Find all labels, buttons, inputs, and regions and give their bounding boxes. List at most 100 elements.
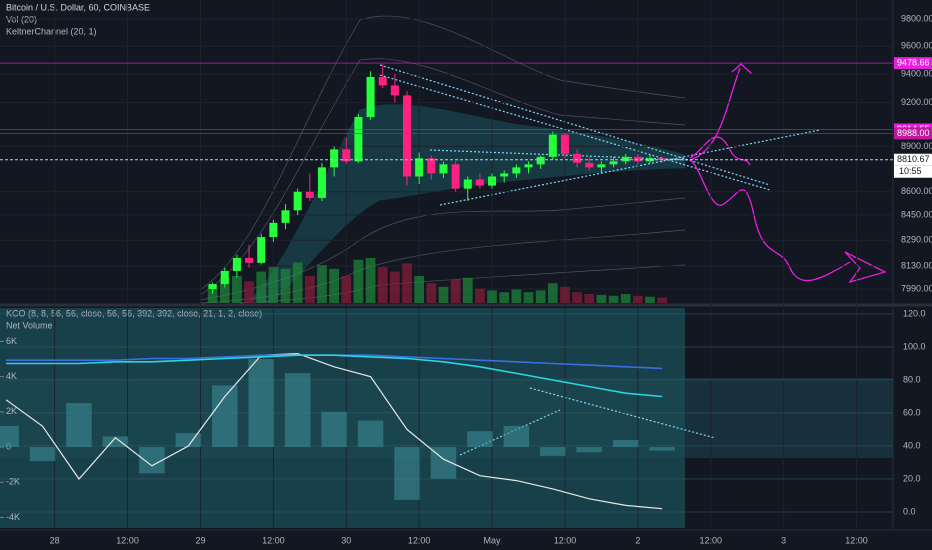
y-tick-label: 9400.00 [901, 69, 932, 79]
candle-body [524, 164, 533, 168]
volume-bar [353, 259, 364, 303]
volume-bar [317, 265, 327, 303]
candle-body [390, 85, 399, 96]
net-volume-bar [29, 447, 56, 462]
oscillator-title: KCO (8, 8, 56, 56, close, 56, 56, 392, 3… [6, 308, 262, 318]
price-label: 9478.66 [897, 57, 930, 67]
y2-tick-label: 2K [6, 406, 17, 416]
oscillator-line [5, 352, 663, 510]
candle-body [560, 134, 569, 154]
volume-bar [329, 268, 339, 303]
y-tick-label: 40.0 [903, 440, 921, 450]
volume-bar [219, 277, 230, 303]
volume-bar [596, 294, 607, 303]
y-tick-label: 8130.00 [901, 260, 932, 270]
candle-body [536, 156, 545, 165]
y-tick-label: 8290.00 [901, 235, 932, 245]
volume-bar [657, 297, 668, 303]
net-volume-bar [540, 447, 566, 456]
y2-tick-label: -2K [6, 477, 20, 487]
volume-bar [523, 292, 534, 303]
volume-bar [365, 258, 376, 303]
oscillator-subtitle: Net Volume [6, 320, 53, 330]
net-volume-bar [66, 403, 92, 448]
volume-bar [608, 295, 619, 303]
price-label: 8988.00 [897, 128, 930, 138]
net-volume-bar [612, 440, 639, 448]
candle-body [475, 179, 484, 186]
candle-body [609, 161, 618, 165]
candle-body [451, 164, 460, 189]
volume-bar [450, 279, 461, 303]
volume-bar [438, 286, 449, 303]
candle-body [621, 156, 630, 162]
volume-bar [341, 276, 352, 303]
candle-body [548, 134, 557, 157]
y-tick-label: 100.0 [903, 341, 926, 351]
indicator-label: KeltnerChannel (20, 1) [6, 26, 97, 36]
net-volume-bar [0, 425, 19, 448]
volume-bar [560, 286, 570, 303]
candle-body [220, 270, 229, 285]
candle-body [439, 164, 448, 174]
y-tick-label: 80.0 [903, 374, 921, 384]
net-volume-bar [649, 447, 675, 451]
volume-bar [280, 268, 291, 303]
volume-bar [475, 288, 485, 303]
volume-bar [511, 289, 522, 303]
volume-bar [292, 262, 303, 303]
y-tick-label: 0.0 [903, 506, 916, 516]
volume-bar [414, 276, 425, 303]
volume-bar [632, 295, 643, 303]
candle-body [658, 158, 667, 160]
price-label-box [894, 57, 932, 70]
volume-bar [256, 271, 267, 303]
candle-body [403, 95, 412, 177]
y2-tick-label: 6K [6, 336, 17, 346]
net-volume-bar [175, 432, 202, 448]
candle-body [281, 210, 290, 223]
candle-body [633, 156, 642, 162]
symbol-title: Bitcoin / U.S. Dollar, 60, COINBASE [6, 2, 150, 12]
net-volume-bar [248, 359, 274, 448]
volume-bar [645, 296, 655, 303]
y2-tick-label: -4K [6, 512, 20, 522]
candle-body [366, 76, 375, 118]
volume-bar [426, 283, 437, 303]
y-tick-label: 9200.00 [901, 97, 932, 107]
net-volume-bar [576, 447, 603, 453]
candle-body [257, 237, 266, 263]
candle-body [463, 179, 472, 189]
countdown-box [894, 165, 932, 178]
y-tick-label: 8900.00 [901, 141, 932, 151]
volume-bar [547, 283, 558, 303]
y-tick-label: 120.0 [903, 308, 926, 318]
y2-tick-label: 4K [6, 371, 17, 381]
x-tick-label: 12:00 [262, 535, 285, 545]
price-label-box [894, 153, 932, 166]
x-tick-label: 3 [781, 535, 786, 545]
volume-bar [377, 267, 388, 303]
x-tick-label: 2 [635, 535, 640, 545]
volume-bar [268, 267, 279, 303]
x-tick-label: 12:00 [116, 535, 139, 545]
x-tick-label: 12:00 [554, 535, 577, 545]
volume-bar [462, 277, 473, 303]
volume-bar [499, 292, 510, 303]
net-volume-bar [357, 420, 384, 448]
net-volume-bar [467, 431, 493, 448]
candle-body [512, 167, 521, 174]
volume-bar [402, 263, 412, 303]
hand-drawn-projections [689, 63, 887, 284]
candle-body [488, 176, 497, 186]
x-tick-label: 12:00 [845, 535, 868, 545]
volume-bar [390, 271, 400, 303]
volume-bar [487, 290, 497, 303]
volume-bar [584, 294, 595, 303]
candle-body [342, 149, 351, 162]
candle-body [597, 164, 606, 168]
candle-body [208, 284, 217, 290]
volume-bar [244, 281, 254, 303]
